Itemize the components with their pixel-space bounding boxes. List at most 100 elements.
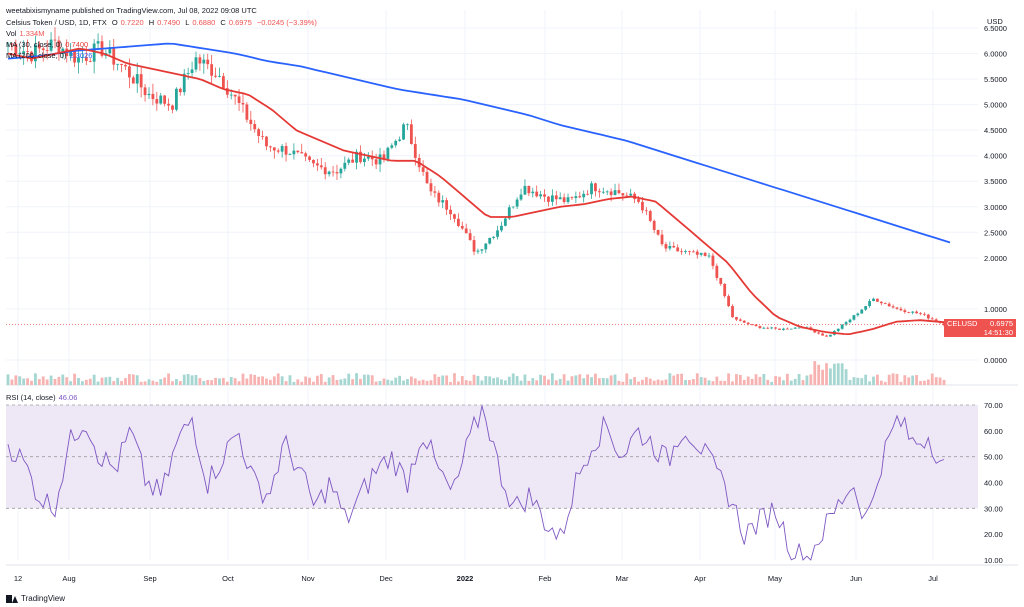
- volume-bar: [108, 376, 112, 385]
- volume-bar: [597, 378, 601, 385]
- volume-bar: [707, 380, 711, 385]
- candle-body: [308, 156, 311, 160]
- volume-bar: [202, 381, 206, 385]
- rsi-tick-label: 20.00: [984, 530, 1003, 539]
- volume-bar: [10, 379, 14, 385]
- candle-body: [574, 196, 578, 199]
- volume-bar: [308, 377, 311, 385]
- volume-bar: [100, 377, 104, 385]
- candle-body: [245, 104, 249, 120]
- candle-body: [503, 218, 507, 226]
- candle-body: [813, 329, 817, 333]
- candle-body: [668, 245, 672, 249]
- volume-bar: [923, 380, 926, 385]
- x-tick-label: Feb: [539, 574, 552, 583]
- volume-bar: [715, 376, 719, 385]
- volume-bar: [366, 374, 370, 385]
- volume-bar: [84, 379, 88, 385]
- volume-bar: [860, 378, 864, 385]
- candle-body: [735, 317, 738, 320]
- candle-body: [288, 154, 292, 156]
- volume-bar: [409, 376, 413, 385]
- candle-body: [57, 40, 61, 54]
- volume-bar: [535, 380, 539, 385]
- volume-bar: [652, 380, 656, 385]
- ma200-value: 2.3026: [69, 51, 93, 60]
- candle-body: [695, 251, 699, 255]
- volume-bar: [178, 381, 182, 385]
- candle-body: [406, 124, 409, 126]
- volume-bar: [926, 379, 930, 385]
- y-tick-label: 2.5000: [984, 228, 1007, 237]
- x-tick-label: 2022: [457, 574, 474, 583]
- volume-bar: [221, 377, 225, 385]
- volume-bar: [441, 375, 445, 385]
- volume-legend[interactable]: Vol 1.334M: [6, 29, 47, 38]
- y-tick-label: 4.0000: [984, 152, 1007, 161]
- rsi-tick-label: 30.00: [984, 504, 1003, 513]
- x-tick-label: Dec: [379, 574, 393, 583]
- instrument-legend[interactable]: Celsius Token / USD, 1D, FTX O 0.7220 H 0.…: [6, 18, 320, 27]
- candle-body: [519, 194, 523, 200]
- volume-bar: [370, 375, 374, 385]
- ma30-legend[interactable]: MA (30, close, 0) 0.7400: [6, 40, 91, 49]
- candle-body: [233, 94, 237, 97]
- candle-body: [398, 139, 402, 141]
- volume-bar: [449, 381, 452, 385]
- volume-bar: [515, 376, 519, 385]
- volume-value: 1.334M: [19, 29, 45, 38]
- volume-bar: [265, 378, 268, 385]
- y-tick-label: 0.0000: [984, 356, 1007, 365]
- candle-body: [108, 47, 112, 54]
- volume-bar: [14, 375, 18, 385]
- volume-bar: [899, 381, 903, 385]
- footer-brand[interactable]: TradingView: [6, 594, 65, 603]
- candle-body: [464, 228, 468, 234]
- volume-bar: [919, 381, 922, 385]
- volume-bar: [261, 376, 264, 385]
- candle-body: [535, 191, 539, 197]
- ma200-legend[interactable]: MA (200, close, 0) 2.3026: [6, 51, 95, 60]
- volume-bar: [300, 381, 304, 385]
- candle-body: [84, 57, 88, 62]
- candle-body: [120, 63, 123, 65]
- y-axis: 6.5000 6.0000 5.5000 5.0000 4.5000 4.0000 3.50…: [984, 24, 1007, 365]
- candle-body: [167, 103, 170, 106]
- candle-body: [14, 43, 18, 54]
- volume-bar: [171, 381, 174, 385]
- volume-bar: [805, 375, 809, 385]
- volume-bar: [797, 374, 801, 385]
- volume-bar: [676, 374, 680, 385]
- volume-bar: [562, 374, 566, 385]
- volume-bar: [825, 363, 828, 385]
- candle-body: [378, 154, 382, 165]
- candle-body: [296, 150, 300, 153]
- volume-bar: [829, 368, 832, 385]
- candle-body: [147, 93, 151, 96]
- volume-bar: [539, 374, 543, 385]
- volume-bar: [22, 378, 26, 385]
- volume-bar: [731, 381, 734, 385]
- candle-body: [37, 44, 41, 49]
- candle-body: [856, 313, 860, 316]
- rsi-legend[interactable]: RSI (14, close) 46.06: [6, 393, 80, 402]
- candle-body: [605, 191, 609, 193]
- volume-bar: [895, 373, 899, 385]
- price-tag: CELUSD 0.6975 14:51:30: [944, 319, 1016, 338]
- candle-body: [742, 320, 746, 323]
- volume-bar: [942, 379, 946, 385]
- candle-body: [128, 66, 131, 78]
- candle-body: [335, 172, 339, 174]
- volume-bar: [766, 379, 770, 385]
- volume-bar: [81, 381, 84, 385]
- volume-bar: [488, 376, 492, 385]
- candle-body: [22, 51, 26, 54]
- candle-body: [825, 335, 828, 337]
- y-tick-label: 2.0000: [984, 254, 1007, 263]
- candle-body: [10, 43, 14, 45]
- candle-body: [523, 185, 527, 195]
- volume-bar: [813, 361, 817, 385]
- volume-bar: [437, 376, 441, 385]
- volume-bar: [186, 373, 190, 385]
